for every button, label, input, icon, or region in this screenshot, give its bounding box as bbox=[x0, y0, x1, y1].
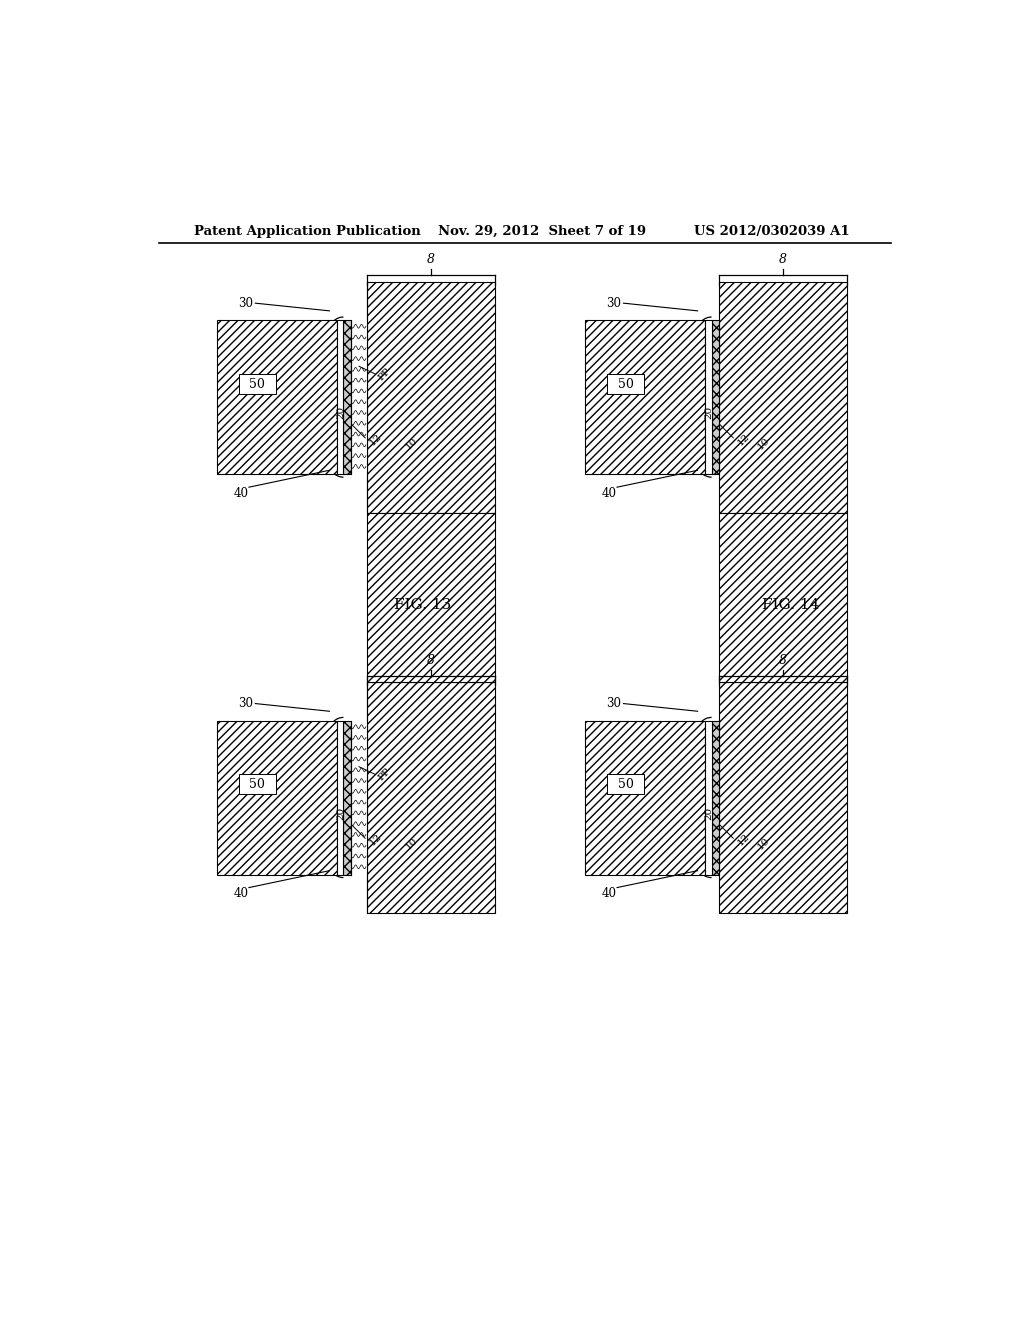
Text: 50: 50 bbox=[250, 378, 265, 391]
Text: 20: 20 bbox=[703, 405, 713, 420]
Text: 12: 12 bbox=[735, 832, 752, 847]
Text: PP: PP bbox=[377, 366, 393, 381]
Text: 40: 40 bbox=[233, 487, 249, 500]
Text: 50: 50 bbox=[617, 777, 634, 791]
Text: 20: 20 bbox=[703, 807, 713, 820]
Text: 40: 40 bbox=[602, 487, 616, 500]
Polygon shape bbox=[706, 721, 712, 874]
Polygon shape bbox=[712, 321, 719, 474]
Polygon shape bbox=[719, 281, 847, 512]
Text: 10: 10 bbox=[403, 836, 419, 851]
Text: 30: 30 bbox=[606, 697, 622, 710]
Polygon shape bbox=[607, 775, 644, 795]
Polygon shape bbox=[217, 321, 337, 474]
Polygon shape bbox=[586, 721, 706, 874]
Polygon shape bbox=[367, 512, 495, 682]
Polygon shape bbox=[343, 721, 351, 874]
Polygon shape bbox=[239, 374, 275, 395]
Text: US 2012/0302039 A1: US 2012/0302039 A1 bbox=[693, 224, 849, 238]
Text: 8: 8 bbox=[427, 253, 434, 267]
Text: 30: 30 bbox=[238, 297, 253, 310]
Text: 50: 50 bbox=[250, 777, 265, 791]
Polygon shape bbox=[337, 721, 343, 874]
Polygon shape bbox=[337, 321, 343, 474]
Polygon shape bbox=[719, 512, 847, 682]
Polygon shape bbox=[343, 321, 351, 474]
Text: 20: 20 bbox=[336, 807, 345, 820]
Text: 40: 40 bbox=[233, 887, 249, 900]
Polygon shape bbox=[367, 281, 495, 512]
Text: 8: 8 bbox=[427, 653, 434, 667]
Text: 30: 30 bbox=[606, 297, 622, 310]
Text: 50: 50 bbox=[617, 378, 634, 391]
Polygon shape bbox=[351, 321, 367, 474]
Text: FIG. 14: FIG. 14 bbox=[762, 598, 819, 612]
Text: 8: 8 bbox=[779, 253, 787, 267]
Text: 12: 12 bbox=[368, 832, 383, 847]
Polygon shape bbox=[607, 374, 644, 395]
Polygon shape bbox=[712, 721, 719, 874]
Text: 8: 8 bbox=[779, 653, 787, 667]
Text: FIG. 13: FIG. 13 bbox=[394, 598, 452, 612]
Text: Nov. 29, 2012  Sheet 7 of 19: Nov. 29, 2012 Sheet 7 of 19 bbox=[438, 224, 646, 238]
Text: 12: 12 bbox=[368, 432, 383, 447]
Text: PP: PP bbox=[377, 767, 393, 783]
Polygon shape bbox=[719, 682, 847, 913]
Text: 12: 12 bbox=[735, 432, 752, 447]
Text: 10: 10 bbox=[756, 436, 772, 451]
Text: 10: 10 bbox=[756, 836, 772, 851]
Text: 10: 10 bbox=[403, 436, 419, 451]
Polygon shape bbox=[239, 775, 275, 795]
Text: 20: 20 bbox=[336, 405, 345, 420]
Polygon shape bbox=[586, 321, 706, 474]
Text: 40: 40 bbox=[602, 887, 616, 900]
Polygon shape bbox=[706, 321, 712, 474]
Polygon shape bbox=[217, 721, 337, 874]
Text: Patent Application Publication: Patent Application Publication bbox=[194, 224, 421, 238]
Polygon shape bbox=[351, 721, 367, 874]
Polygon shape bbox=[367, 682, 495, 913]
Text: 30: 30 bbox=[238, 697, 253, 710]
